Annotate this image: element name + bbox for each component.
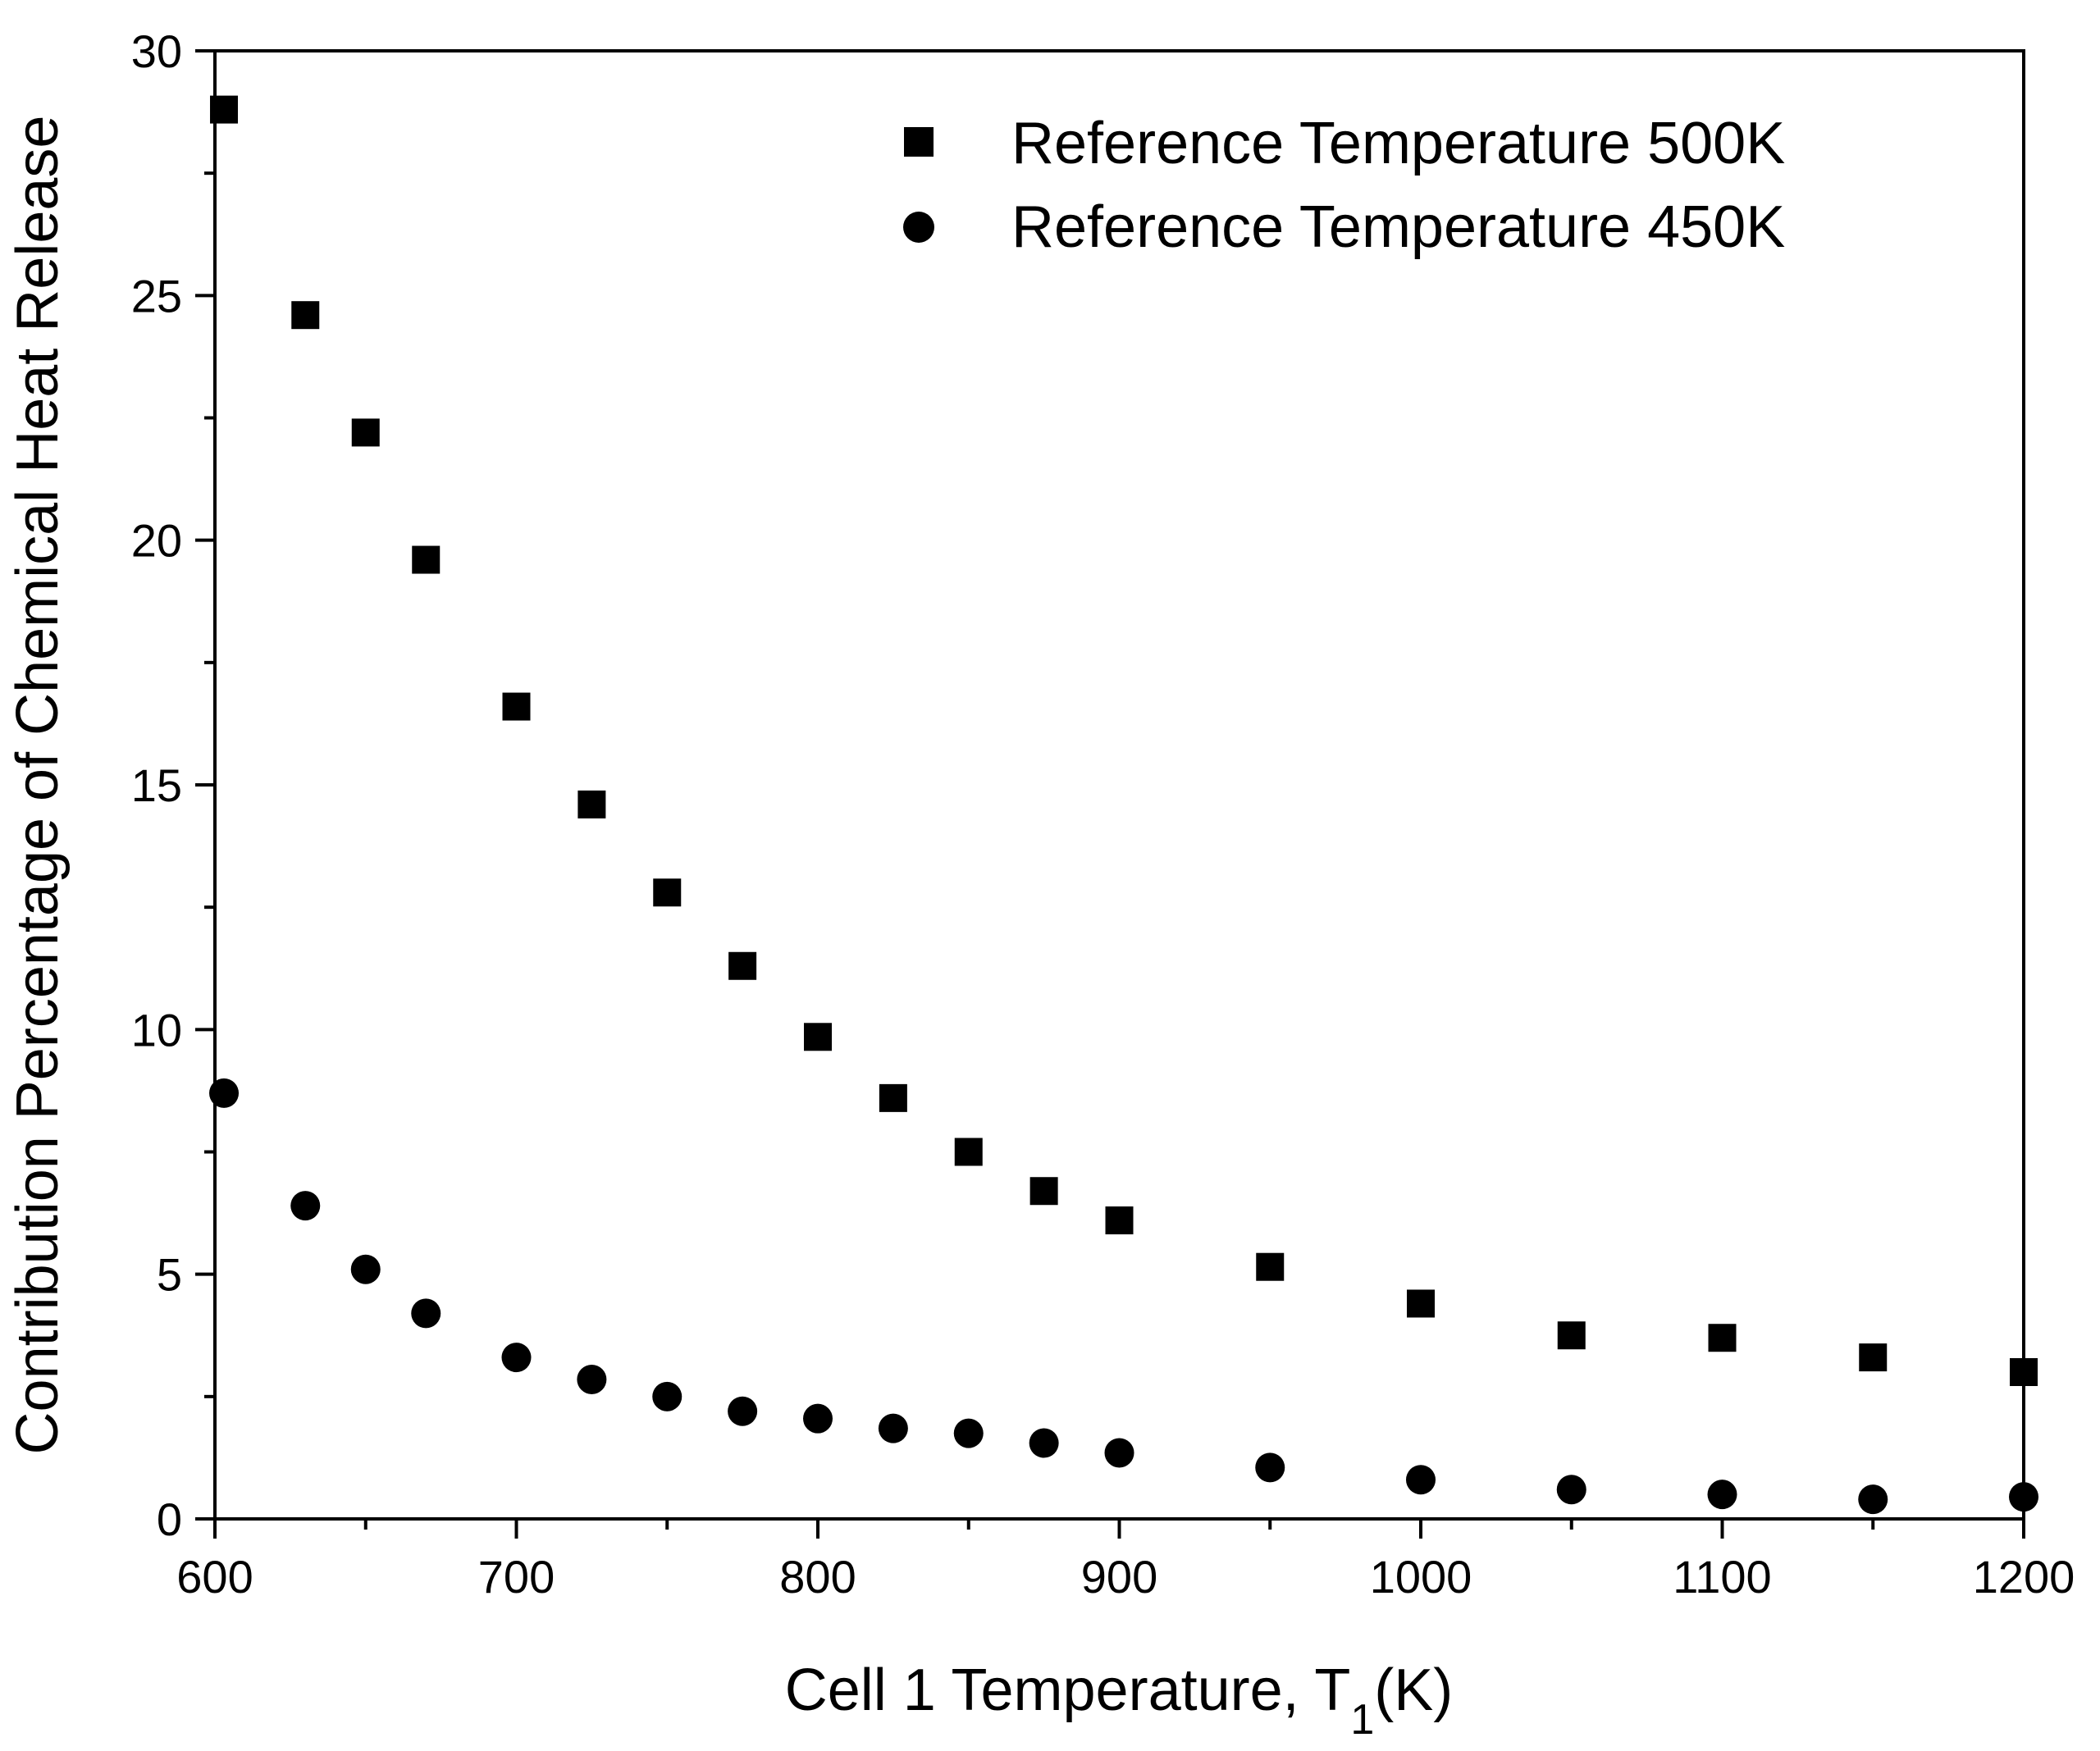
point-ref-500k	[954, 1138, 983, 1166]
legend-label-500k: Reference Temperature 500K	[1011, 111, 1785, 176]
x-tick-label: 600	[176, 1551, 253, 1603]
y-tick-label: 5	[157, 1249, 182, 1301]
point-ref-500k	[578, 790, 606, 819]
point-ref-450k	[577, 1364, 607, 1394]
point-ref-450k	[728, 1396, 758, 1426]
point-ref-500k	[653, 878, 682, 907]
point-ref-500k	[1256, 1252, 1285, 1281]
plot-frame	[213, 49, 2025, 1521]
point-ref-500k	[1407, 1289, 1435, 1318]
point-ref-450k	[350, 1254, 381, 1284]
point-ref-450k	[1104, 1438, 1134, 1468]
x-axis-title-subscript: 1	[1350, 1696, 1374, 1744]
point-ref-500k	[502, 692, 531, 721]
y-axis: 0 5 10 15 20 25 30	[131, 25, 215, 1545]
x-tick-label: 800	[779, 1551, 856, 1603]
y-tick-label: 30	[131, 25, 182, 77]
x-axis-title-suffix: (K)	[1374, 1658, 1453, 1723]
legend-label-450k: Reference Temperature 450K	[1011, 194, 1785, 260]
point-ref-450k	[1255, 1452, 1285, 1483]
legend-marker-square	[904, 127, 934, 157]
x-tick-label: 1200	[1973, 1551, 2075, 1603]
point-ref-450k	[878, 1413, 908, 1443]
point-ref-500k	[1557, 1321, 1586, 1350]
x-tick-label: 1000	[1370, 1551, 1472, 1603]
x-axis-title-main: Cell 1 Temperature, T	[785, 1658, 1351, 1723]
point-ref-500k	[879, 1083, 907, 1112]
point-ref-450k	[501, 1343, 532, 1373]
x-tick-label: 1100	[1673, 1551, 1771, 1603]
legend-marker-circle	[903, 212, 934, 243]
point-ref-450k	[803, 1403, 833, 1434]
point-ref-500k	[1859, 1343, 1888, 1372]
y-axis-title: Contribution Percentage of Chemical Heat…	[5, 116, 71, 1455]
point-ref-500k	[1708, 1324, 1737, 1352]
point-ref-450k	[1406, 1465, 1436, 1495]
point-ref-500k	[1105, 1206, 1134, 1235]
point-ref-450k	[411, 1298, 441, 1329]
point-ref-450k	[1029, 1428, 1059, 1458]
y-tick-label: 15	[131, 759, 182, 811]
point-ref-450k	[290, 1191, 321, 1221]
point-ref-450k	[1707, 1480, 1737, 1510]
y-tick-label: 20	[131, 515, 182, 567]
point-ref-500k	[210, 95, 239, 124]
y-tick-label: 0	[157, 1493, 182, 1545]
point-ref-500k	[1029, 1177, 1058, 1206]
legend: Reference Temperature 500K Reference Tem…	[903, 111, 1785, 260]
data-points	[209, 95, 2038, 1515]
point-ref-500k	[728, 951, 757, 980]
point-ref-500k	[804, 1023, 832, 1051]
y-tick-label: 10	[131, 1004, 182, 1056]
point-ref-500k	[2010, 1358, 2038, 1386]
point-ref-450k	[209, 1078, 240, 1108]
x-axis-title: Cell 1 Temperature, T1(K)	[785, 1658, 1454, 1744]
point-ref-500k	[351, 418, 380, 447]
point-ref-500k	[412, 545, 441, 574]
point-ref-450k	[953, 1418, 984, 1448]
point-ref-450k	[2009, 1482, 2038, 1512]
point-ref-500k	[291, 301, 320, 330]
point-ref-450k	[1858, 1484, 1888, 1515]
point-ref-450k	[652, 1381, 682, 1411]
x-axis: 600 700 800 900 1000 1100 1200	[176, 1519, 2075, 1603]
x-tick-label: 700	[478, 1551, 555, 1603]
point-ref-450k	[1556, 1475, 1586, 1505]
y-tick-label: 25	[131, 270, 182, 321]
x-tick-label: 900	[1081, 1551, 1157, 1603]
